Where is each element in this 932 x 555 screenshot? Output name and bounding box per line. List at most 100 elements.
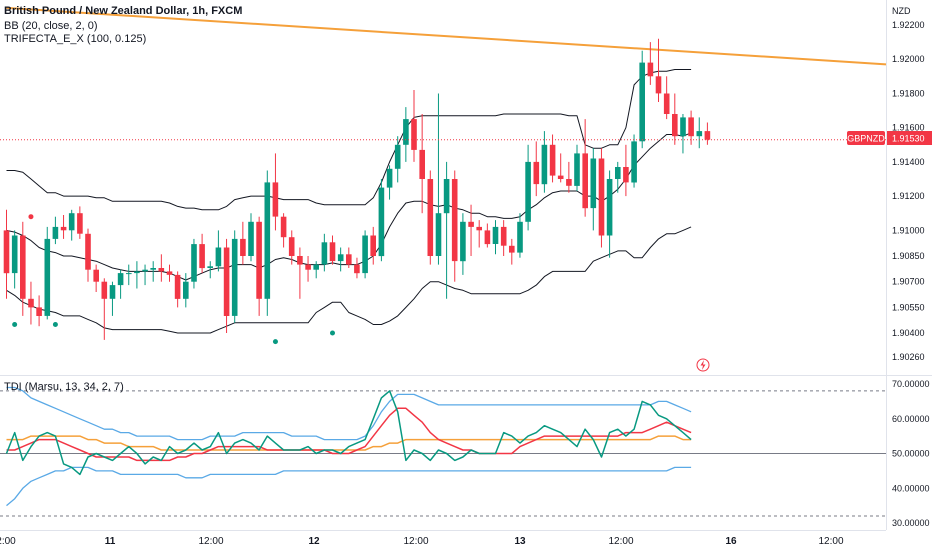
candle-body [20, 235, 26, 299]
signal-marker-up [330, 330, 335, 336]
candle-body [142, 269, 148, 272]
candle-body [647, 62, 654, 77]
candle-body [484, 230, 491, 245]
symbol-title[interactable]: British Pound / New Zealand Dollar, 1h, … [4, 5, 242, 17]
candle-body [215, 247, 222, 267]
candle [354, 257, 360, 279]
candle [223, 238, 230, 333]
candle-body [574, 153, 580, 186]
last-price-badge-bg [887, 131, 932, 145]
candle [549, 134, 556, 183]
candle-body [557, 175, 564, 179]
bollinger-bands [6, 69, 692, 334]
candle [533, 141, 540, 197]
price-tick-label: 1.91600 [892, 123, 925, 133]
candle [44, 226, 51, 320]
price-axis-ticks[interactable]: 1.92200 1.92000 1.91800 1.91600 1.91400 1.912… [892, 20, 925, 362]
candle-body [460, 221, 466, 262]
candle-body [272, 182, 279, 217]
time-tick-label: 2:00 [0, 536, 16, 547]
candle [484, 223, 491, 248]
tdi-tick-label: 30.00000 [892, 518, 930, 528]
candle [509, 238, 515, 265]
candle [517, 213, 523, 258]
tdi-tick-label: 70.00000 [892, 379, 930, 389]
candle [492, 220, 499, 255]
candle [639, 50, 645, 149]
candle-body [476, 226, 482, 231]
candle-body [158, 268, 165, 272]
candle [158, 254, 165, 282]
candle-body [631, 141, 637, 183]
candle-body [248, 221, 254, 256]
candle [28, 281, 34, 325]
price-tick-label: 1.92000 [892, 54, 925, 64]
candle-body [199, 244, 205, 269]
candle [566, 161, 572, 193]
currency-label: NZD [892, 6, 911, 16]
candle-body [85, 233, 91, 270]
candle [680, 114, 686, 154]
candle-body [403, 119, 409, 145]
candle [541, 131, 548, 193]
candle [606, 170, 613, 258]
candle-body [533, 161, 540, 185]
candle [451, 170, 458, 282]
candle [297, 247, 303, 299]
alert-icon[interactable] [696, 358, 710, 372]
candle-body [68, 213, 75, 231]
tdi-tick-label: 60.00000 [892, 414, 930, 424]
tdi-legend[interactable]: TDI (Marsu, 13, 34, 2, 7) [4, 381, 124, 393]
price-tick-label: 1.92200 [892, 20, 925, 30]
candle-body [566, 179, 572, 186]
candle-body [337, 254, 344, 262]
candle [655, 38, 662, 102]
tdi-series-line [6, 435, 692, 451]
trifecta-legend[interactable]: TRIFECTA_E_X (100, 0.125) [4, 33, 147, 45]
candle-body [451, 179, 458, 262]
signal-markers [12, 214, 335, 345]
candle-body [582, 153, 588, 209]
candle-body [427, 179, 434, 256]
candle-body [313, 264, 319, 270]
tdi-axis-ticks[interactable]: 70.00000 60.00000 50.00000 40.00000 30.00000 [892, 379, 930, 528]
signal-marker-up [272, 339, 278, 345]
symbol-badge-bg [847, 131, 885, 145]
candle [20, 221, 26, 316]
bb-lower-line [6, 226, 692, 334]
candle [443, 161, 450, 299]
candle [321, 233, 328, 272]
candle-body [36, 307, 42, 316]
candle [378, 179, 385, 262]
symbol-badge: GBPNZD [847, 134, 885, 144]
signal-marker-down [77, 217, 83, 223]
candle [191, 238, 197, 289]
candle-body [126, 273, 132, 275]
candle [394, 136, 401, 183]
candle [672, 93, 678, 145]
candle-body [411, 119, 417, 150]
candle [101, 278, 108, 340]
candle-body [174, 274, 181, 299]
price-tick-label: 1.91400 [892, 157, 925, 167]
candle [370, 226, 376, 265]
candle [207, 261, 213, 279]
candle [704, 122, 711, 145]
candle-body [435, 213, 442, 256]
candle [150, 261, 156, 282]
bb-legend[interactable]: BB (20, close, 2, 0) [4, 20, 98, 32]
candle [696, 117, 703, 149]
candle [411, 90, 417, 162]
candle [93, 264, 99, 292]
candle-body [240, 238, 246, 256]
candle [362, 230, 368, 279]
candle-body [321, 242, 328, 265]
time-axis-ticks[interactable]: 2:00 11 12:00 12 12:00 13 12:00 16 12:00 [0, 536, 844, 547]
candle-body [117, 273, 124, 286]
candle-body [134, 271, 140, 274]
price-tick-label: 1.91800 [892, 89, 925, 99]
candle [248, 213, 254, 262]
candle [68, 209, 75, 241]
